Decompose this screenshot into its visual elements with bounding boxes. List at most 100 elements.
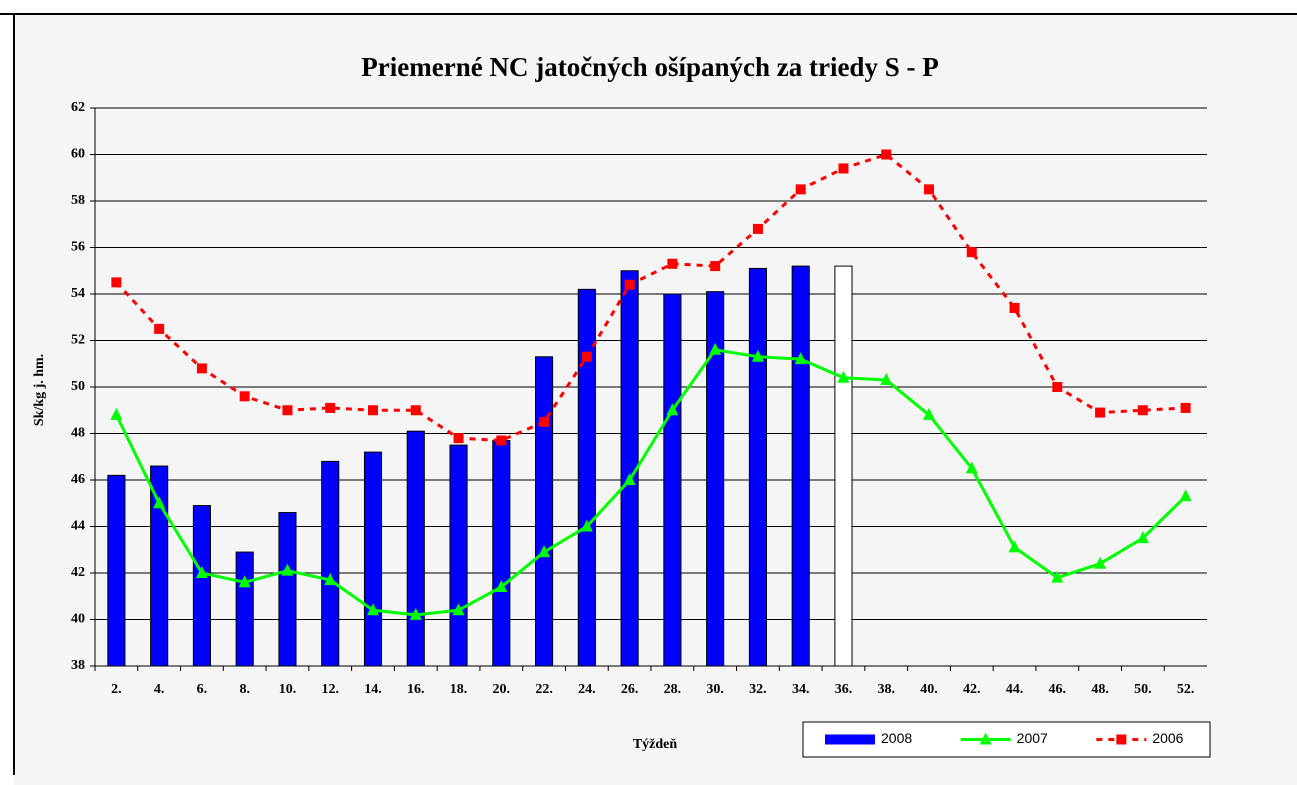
marker: [924, 184, 934, 195]
marker: [410, 405, 421, 416]
bar: [363, 451, 383, 667]
marker: [1137, 405, 1148, 416]
y-tick-label: 38: [71, 658, 85, 673]
bar: [834, 265, 853, 667]
bar: [663, 293, 682, 667]
marker: [538, 545, 551, 558]
marker: [539, 416, 550, 427]
bar: [577, 288, 596, 667]
bar: [107, 474, 126, 667]
y-axis-label: Sk/kg j. hm.: [32, 354, 47, 426]
x-tick-label: 48.: [1091, 682, 1109, 697]
marker: [710, 261, 721, 272]
marker: [751, 349, 764, 362]
marker: [966, 247, 977, 258]
marker: [154, 323, 165, 334]
marker: [1008, 540, 1021, 553]
bar: [406, 430, 425, 667]
marker: [110, 407, 123, 420]
marker: [153, 496, 166, 509]
marker: [324, 572, 337, 585]
marker: [1051, 570, 1064, 583]
bar: [748, 267, 767, 667]
marker: [495, 579, 508, 592]
marker: [368, 405, 378, 416]
marker: [794, 352, 807, 365]
legend-label: 2008: [881, 730, 912, 746]
x-tick-label: 42.: [963, 682, 981, 697]
marker: [452, 603, 465, 616]
marker: [923, 407, 935, 420]
legend-label: 2007: [1017, 730, 1048, 746]
marker: [709, 342, 722, 355]
marker: [1116, 734, 1127, 745]
x-tick-label: 18.: [450, 682, 468, 697]
bar: [235, 551, 254, 667]
marker: [496, 435, 507, 446]
marker: [752, 223, 763, 234]
marker: [239, 391, 250, 402]
bar: [492, 439, 511, 667]
bar: [791, 265, 810, 667]
marker: [838, 163, 849, 174]
marker: [624, 279, 635, 290]
bar: [150, 465, 169, 667]
y-tick-label: 52: [71, 333, 85, 348]
x-tick-label: 44.: [1006, 682, 1024, 697]
marker: [667, 258, 678, 269]
y-tick-label: 40: [71, 612, 85, 627]
marker: [281, 563, 294, 576]
x-tick-label: 14.: [364, 682, 382, 697]
marker: [238, 575, 251, 588]
x-tick-label: 16.: [407, 682, 425, 697]
y-tick-label: 48: [71, 426, 85, 441]
legend-label: 2006: [1152, 730, 1183, 746]
marker: [666, 403, 679, 416]
marker: [453, 433, 464, 444]
legend-swatch: [825, 734, 875, 745]
marker: [795, 184, 806, 195]
x-tick-label: 28.: [664, 682, 682, 697]
marker: [1179, 489, 1192, 502]
bar: [449, 444, 468, 667]
x-tick-label: 22.: [535, 682, 553, 697]
x-tick-label: 6.: [197, 682, 208, 697]
marker: [837, 370, 850, 383]
y-tick-label: 44: [71, 519, 85, 534]
marker: [979, 732, 992, 745]
marker: [111, 277, 122, 288]
chart-title: Priemerné NC jatočných ošípaných za trie…: [361, 52, 938, 82]
x-tick-label: 26.: [621, 682, 639, 697]
marker: [325, 402, 336, 413]
x-tick-label: 30.: [706, 682, 724, 697]
bar: [192, 505, 211, 667]
x-tick-label: 36.: [835, 682, 853, 697]
y-tick-label: 54: [71, 286, 85, 301]
bar: [535, 356, 554, 667]
x-tick-label: 34.: [792, 682, 810, 697]
y-tick-label: 50: [71, 379, 85, 394]
marker: [1094, 556, 1107, 569]
x-tick-label: 2.: [111, 682, 122, 697]
x-tick-label: 38.: [877, 682, 895, 697]
x-tick-label: 8.: [239, 682, 250, 697]
x-tick-label: 40.: [920, 682, 938, 697]
x-tick-label: 4.: [154, 682, 165, 697]
marker: [580, 519, 593, 532]
y-tick-label: 58: [71, 193, 85, 208]
marker: [1095, 407, 1106, 418]
marker: [195, 566, 208, 578]
x-tick-label: 20.: [493, 682, 511, 697]
x-tick-label: 52.: [1177, 682, 1195, 697]
bar: [278, 512, 297, 667]
marker: [1136, 531, 1149, 544]
x-tick-label: 12.: [321, 682, 339, 697]
marker: [1009, 302, 1020, 313]
x-tick-label: 46.: [1049, 682, 1067, 697]
y-tick-label: 46: [71, 472, 85, 487]
marker: [623, 473, 636, 485]
marker: [196, 363, 207, 374]
x-tick-label: 24.: [578, 682, 596, 697]
bar: [706, 291, 725, 667]
